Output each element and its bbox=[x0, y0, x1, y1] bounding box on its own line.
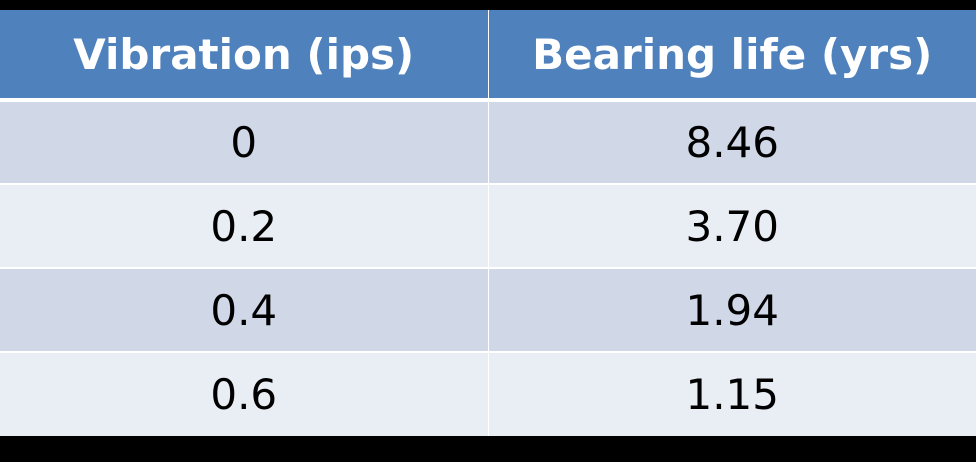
cell-bearing-life: 3.70 bbox=[488, 184, 976, 269]
data-table: Vibration (ips) Bearing life (yrs) 0 8.4… bbox=[0, 10, 976, 436]
cell-vibration: 0.2 bbox=[0, 184, 489, 269]
table-row: 0.6 1.15 bbox=[0, 352, 976, 436]
cell-vibration: 0.6 bbox=[0, 352, 489, 436]
header-vibration: Vibration (ips) bbox=[0, 10, 489, 102]
table-row: 0.4 1.94 bbox=[0, 268, 976, 353]
cell-vibration: 0 bbox=[0, 100, 489, 185]
table-row: 0.2 3.70 bbox=[0, 184, 976, 269]
cell-vibration: 0.4 bbox=[0, 268, 489, 353]
cell-bearing-life: 1.15 bbox=[685, 370, 779, 419]
cell-bearing-life: 1.94 bbox=[488, 268, 976, 353]
table-row: 0 8.46 bbox=[0, 100, 976, 185]
cell-bearing-life: 8.46 bbox=[488, 100, 976, 185]
header-row: Vibration (ips) Bearing life (yrs) bbox=[0, 10, 976, 102]
header-bearing-life: Bearing life (yrs) bbox=[488, 10, 976, 102]
